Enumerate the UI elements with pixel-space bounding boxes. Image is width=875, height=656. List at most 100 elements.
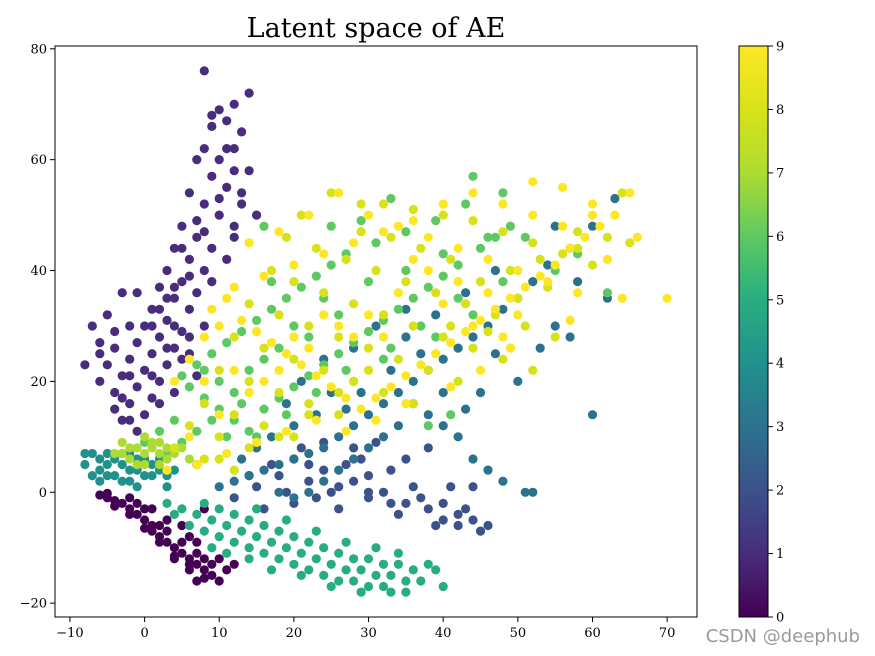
data-point-class-2: [356, 454, 366, 464]
data-point-class-6: [438, 249, 448, 259]
data-point-class-9: [438, 199, 448, 209]
data-point-class-6: [237, 326, 247, 337]
data-point-class-8: [341, 254, 351, 264]
data-point-class-8: [229, 465, 239, 475]
data-point-class-8: [378, 310, 389, 320]
data-point-class-2: [281, 487, 291, 497]
data-point-class-5: [184, 520, 194, 531]
x-tick-label: 20: [286, 626, 303, 641]
x-tick-label: 0: [140, 626, 148, 641]
data-point-class-9: [528, 210, 538, 220]
scatter-points: [80, 66, 672, 597]
data-point-class-8: [438, 332, 448, 342]
data-point-class-9: [229, 365, 239, 375]
data-point-class-9: [199, 332, 209, 342]
data-point-class-6: [416, 321, 426, 331]
data-point-class-1: [140, 321, 150, 331]
data-point-class-3: [393, 387, 403, 398]
data-point-class-5: [386, 587, 396, 597]
data-point-class-5: [393, 559, 403, 569]
data-point-class-1: [237, 127, 247, 137]
data-point-class-1: [177, 326, 187, 337]
data-point-class-9: [214, 410, 224, 420]
data-point-class-3: [431, 310, 441, 320]
data-point-class-9: [602, 254, 613, 264]
data-point-class-0: [177, 537, 187, 547]
data-point-class-1: [117, 415, 127, 425]
data-point-class-9: [319, 249, 329, 259]
data-point-class-4: [95, 476, 105, 486]
data-point-class-2: [349, 476, 359, 486]
data-point-class-3: [378, 399, 389, 409]
data-point-class-9: [259, 271, 269, 281]
data-point-class-3: [349, 454, 359, 464]
data-point-class-8: [475, 277, 486, 287]
data-point-class-6: [602, 288, 613, 298]
data-point-class-5: [192, 509, 202, 519]
data-point-class-1: [117, 288, 127, 298]
data-point-class-6: [423, 421, 433, 431]
data-point-class-8: [319, 288, 329, 298]
data-point-class-6: [363, 326, 374, 337]
data-point-class-5: [259, 520, 269, 531]
data-point-class-6: [311, 387, 321, 398]
data-point-class-1: [207, 110, 217, 120]
data-point-class-1: [95, 349, 105, 359]
data-point-class-9: [483, 254, 493, 264]
data-point-class-1: [177, 221, 187, 231]
data-point-class-8: [423, 365, 433, 375]
data-point-class-8: [274, 310, 284, 320]
data-point-class-1: [244, 88, 254, 98]
data-point-class-8: [573, 227, 583, 237]
data-point-class-3: [453, 343, 463, 353]
data-point-class-0: [169, 543, 179, 553]
data-point-class-8: [528, 238, 538, 248]
data-point-class-1: [140, 365, 150, 375]
x-axis: −10 0 10 20 30 40 50 60 70: [56, 617, 675, 641]
data-point-class-8: [468, 343, 478, 353]
data-point-class-6: [326, 221, 336, 231]
colorbar-tick-label: 8: [776, 103, 784, 118]
data-point-class-7: [147, 437, 157, 447]
data-point-class-5: [363, 554, 374, 564]
data-point-class-5: [438, 581, 448, 592]
data-point-class-8: [289, 432, 299, 442]
data-point-class-3: [363, 443, 374, 453]
data-point-class-8: [244, 299, 254, 309]
data-point-class-6: [229, 387, 239, 398]
data-point-class-2: [363, 471, 374, 481]
data-point-class-2: [259, 504, 269, 514]
data-point-class-9: [401, 399, 411, 409]
data-point-class-7: [162, 443, 172, 453]
data-point-class-0: [177, 520, 187, 531]
data-point-class-1: [132, 426, 142, 436]
data-point-class-9: [543, 277, 553, 287]
data-point-class-3: [498, 476, 508, 486]
data-point-class-0: [110, 501, 120, 511]
data-point-class-9: [505, 293, 515, 303]
data-point-class-1: [125, 371, 135, 381]
data-point-class-1: [199, 144, 209, 154]
data-point-class-5: [326, 559, 336, 569]
data-point-class-3: [461, 288, 471, 298]
data-point-class-2: [334, 482, 344, 492]
data-point-class-6: [475, 243, 486, 253]
data-point-class-9: [513, 265, 523, 276]
data-point-class-9: [229, 282, 239, 292]
data-point-class-1: [229, 221, 239, 231]
data-point-class-8: [446, 254, 456, 264]
data-point-class-3: [438, 387, 448, 398]
data-point-class-3: [468, 454, 478, 464]
data-point-class-2: [311, 493, 321, 503]
colorbar-tick-label: 4: [776, 357, 784, 372]
data-point-class-1: [177, 277, 187, 287]
data-point-class-2: [349, 443, 359, 453]
data-point-class-1: [184, 254, 194, 264]
data-point-class-1: [207, 277, 217, 287]
data-point-class-2: [326, 487, 336, 497]
data-point-class-5: [304, 537, 314, 547]
data-point-class-0: [222, 565, 232, 575]
data-point-class-3: [319, 476, 329, 486]
data-point-class-6: [505, 221, 515, 231]
data-point-class-9: [416, 360, 426, 370]
